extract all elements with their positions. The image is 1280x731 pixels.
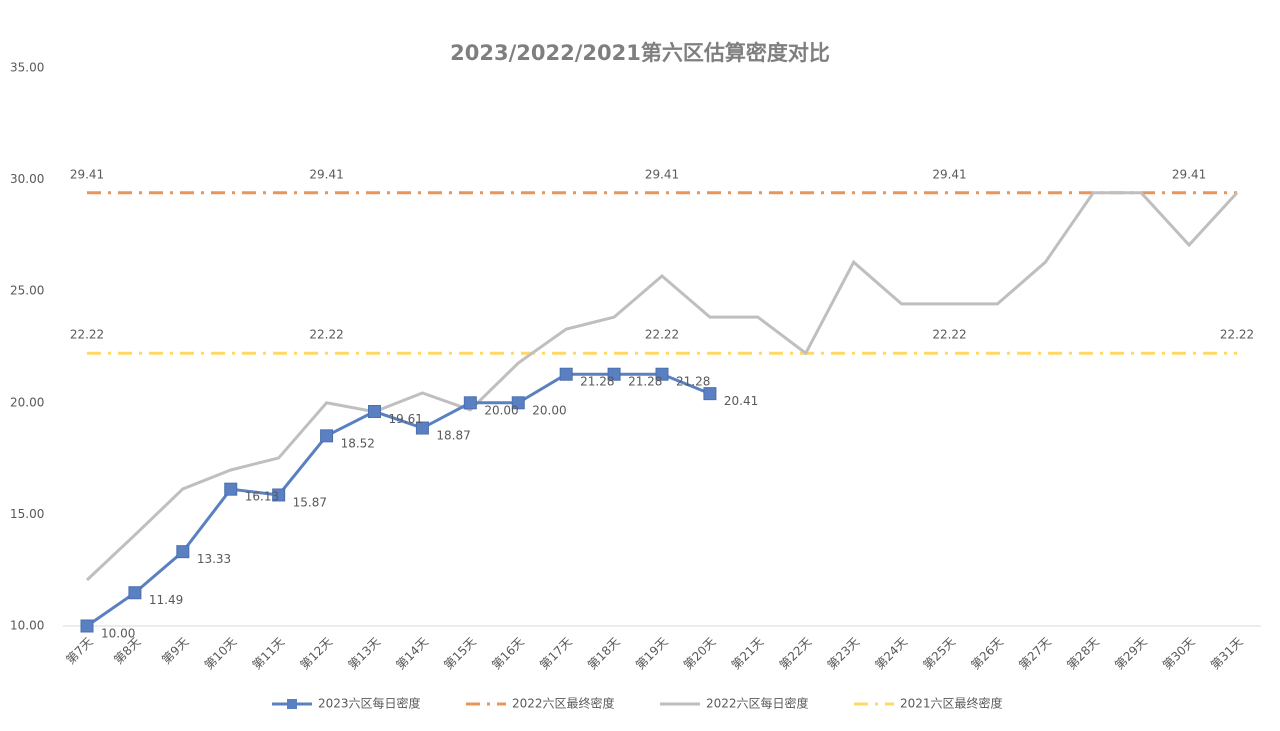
legend-label: 2021六区最终密度 bbox=[900, 696, 1003, 711]
data-label: 20.00 bbox=[532, 403, 566, 417]
data-label: 21.28 bbox=[676, 375, 710, 389]
x-tick-label: 第15天 bbox=[441, 635, 479, 673]
data-label: 22.22 bbox=[1220, 328, 1254, 342]
x-tick-label: 第22天 bbox=[777, 635, 815, 673]
x-tick-label: 第9天 bbox=[159, 635, 191, 667]
x-tick-label: 第7天 bbox=[63, 635, 95, 667]
data-label: 22.22 bbox=[309, 328, 343, 342]
y-tick-label: 35.00 bbox=[10, 61, 44, 75]
data-point bbox=[224, 482, 238, 496]
data-point bbox=[463, 396, 477, 410]
x-tick-label: 第10天 bbox=[202, 635, 240, 673]
x-tick-label: 第28天 bbox=[1064, 635, 1102, 673]
x-tick-label: 第30天 bbox=[1160, 635, 1198, 673]
x-tick-label: 第24天 bbox=[873, 635, 911, 673]
x-tick-label: 第23天 bbox=[825, 635, 863, 673]
data-label: 29.41 bbox=[70, 167, 104, 181]
data-label: 21.28 bbox=[580, 375, 614, 389]
data-label: 18.52 bbox=[341, 436, 375, 450]
data-label: 13.33 bbox=[197, 552, 231, 566]
data-point bbox=[607, 367, 621, 381]
y-tick-label: 10.00 bbox=[10, 619, 44, 633]
data-label: 22.22 bbox=[645, 328, 679, 342]
x-tick-label: 第31天 bbox=[1208, 635, 1246, 673]
data-label: 15.87 bbox=[293, 495, 327, 509]
x-tick-label: 第12天 bbox=[298, 635, 336, 673]
data-point bbox=[176, 545, 190, 559]
data-label: 29.41 bbox=[309, 167, 343, 181]
data-point bbox=[703, 387, 717, 401]
data-point bbox=[415, 421, 429, 435]
x-tick-label: 第11天 bbox=[250, 635, 288, 673]
data-label: 29.41 bbox=[1172, 167, 1206, 181]
x-tick-label: 第16天 bbox=[489, 635, 527, 673]
data-point bbox=[655, 367, 669, 381]
legend-label: 2022六区最终密度 bbox=[512, 696, 615, 711]
data-label: 29.41 bbox=[932, 167, 966, 181]
legend-label: 2022六区每日密度 bbox=[706, 696, 809, 711]
data-label: 29.41 bbox=[645, 167, 679, 181]
legend-label: 2023六区每日密度 bbox=[318, 696, 421, 711]
x-tick-label: 第19天 bbox=[633, 635, 671, 673]
legend-marker bbox=[287, 699, 297, 709]
data-label: 22.22 bbox=[932, 328, 966, 342]
x-tick-label: 第29天 bbox=[1112, 635, 1150, 673]
y-tick-label: 25.00 bbox=[10, 284, 44, 298]
data-label: 18.87 bbox=[436, 429, 470, 443]
x-tick-label: 第20天 bbox=[681, 635, 719, 673]
data-label: 16.13 bbox=[245, 490, 279, 504]
x-tick-label: 第17天 bbox=[537, 635, 575, 673]
x-tick-label: 第26天 bbox=[968, 635, 1006, 673]
data-label: 20.00 bbox=[484, 403, 518, 417]
series-line bbox=[86, 372, 711, 628]
x-tick-label: 第14天 bbox=[393, 635, 431, 673]
data-label: 21.28 bbox=[628, 375, 662, 389]
y-tick-label: 15.00 bbox=[10, 507, 44, 521]
x-tick-label: 第25天 bbox=[920, 635, 958, 673]
data-point bbox=[320, 429, 334, 443]
data-point bbox=[128, 586, 142, 600]
data-point bbox=[511, 396, 525, 410]
data-label: 20.41 bbox=[724, 394, 758, 408]
data-label: 10.00 bbox=[101, 627, 135, 641]
data-label: 22.22 bbox=[70, 328, 104, 342]
data-point bbox=[559, 367, 573, 381]
series-line bbox=[85, 191, 1239, 582]
chart-title: 2023/2022/2021第六区估算密度对比 bbox=[450, 41, 830, 65]
x-tick-label: 第18天 bbox=[585, 635, 623, 673]
y-tick-label: 20.00 bbox=[10, 395, 44, 409]
data-point bbox=[368, 405, 381, 419]
data-point bbox=[80, 619, 94, 633]
x-tick-label: 第13天 bbox=[345, 635, 383, 673]
data-label: 11.49 bbox=[149, 593, 183, 607]
data-point bbox=[272, 488, 286, 502]
x-tick-label: 第21天 bbox=[729, 635, 767, 673]
data-label: 19.61 bbox=[389, 412, 423, 426]
x-tick-label: 第27天 bbox=[1016, 635, 1054, 673]
y-tick-label: 30.00 bbox=[10, 172, 44, 186]
